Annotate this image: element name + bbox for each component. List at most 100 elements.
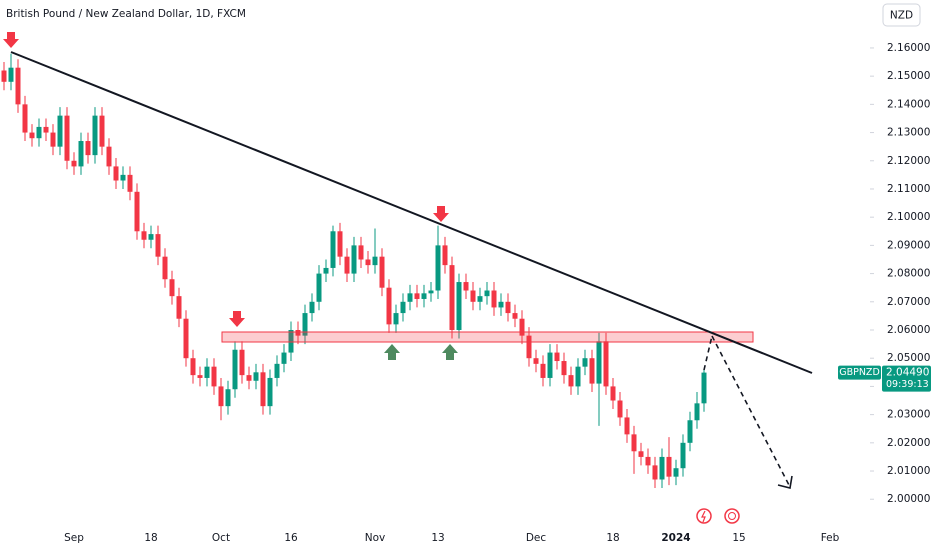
candle-body <box>512 313 518 319</box>
candle-body <box>253 372 259 381</box>
event-icons <box>696 508 740 524</box>
candle-body <box>190 358 196 376</box>
candle-body <box>351 245 357 274</box>
candle-body <box>64 115 70 161</box>
event-icon[interactable] <box>696 508 712 524</box>
candle-body <box>113 166 119 181</box>
currency-label[interactable]: NZD <box>890 10 913 22</box>
candle-body <box>85 141 91 156</box>
candle-body <box>344 256 350 274</box>
candle-body <box>596 341 602 384</box>
down-arrows <box>3 32 449 327</box>
candle-body <box>71 160 77 167</box>
candle-body <box>442 245 448 266</box>
y-tick-label: 2.16000 <box>887 42 930 54</box>
candle-body <box>526 335 532 359</box>
candle-body <box>666 456 672 477</box>
y-tick-label: 2.00000 <box>887 493 930 505</box>
candle-body <box>295 330 301 336</box>
candle-body <box>428 290 434 294</box>
candle-body <box>183 318 189 359</box>
candle-body <box>92 115 98 156</box>
candle-body <box>568 375 574 387</box>
y-tick-label: 2.01000 <box>887 465 930 477</box>
candle-body <box>435 245 441 291</box>
candle-body <box>316 273 322 302</box>
candle-body <box>134 191 140 232</box>
candle-body <box>561 361 567 376</box>
candle-body <box>505 301 511 314</box>
candle-body <box>50 132 56 147</box>
x-tick-label: Feb <box>821 532 840 544</box>
candle-body <box>337 231 343 257</box>
candle-body <box>540 363 546 378</box>
x-tick-label: 18 <box>144 532 157 544</box>
candle-body <box>127 174 133 192</box>
candle-body <box>519 318 525 336</box>
candle-body <box>309 301 315 314</box>
candle-body <box>575 366 581 387</box>
candle-body <box>232 349 238 390</box>
candle-body <box>687 420 693 443</box>
candle-body <box>29 132 35 139</box>
candle-body <box>323 267 329 274</box>
up-arrow <box>442 344 458 360</box>
y-tick-label: 2.14000 <box>887 98 930 110</box>
candles <box>1 53 707 488</box>
candle-body <box>610 386 616 401</box>
candle-body <box>274 363 280 378</box>
candle-body <box>652 465 658 480</box>
candle-body <box>302 313 308 336</box>
candle-body <box>197 375 203 378</box>
candle-body <box>365 259 371 266</box>
y-tick-label: 2.10000 <box>887 211 930 223</box>
candle-body <box>414 293 420 299</box>
candle-body <box>470 290 476 302</box>
candle-body <box>491 290 497 308</box>
x-tick-label: Dec <box>526 532 547 544</box>
event-icon[interactable] <box>724 508 740 524</box>
axes: 2.000002.010002.020002.030002.040002.050… <box>64 42 931 544</box>
candle-body <box>463 282 469 291</box>
candle-body <box>554 352 560 362</box>
candle-body <box>617 400 623 418</box>
candle-body <box>379 256 385 288</box>
currency-button[interactable] <box>882 3 921 27</box>
candle-body <box>498 301 504 308</box>
candle-body <box>533 358 539 364</box>
x-tick-label: 15 <box>732 532 745 544</box>
candle-body <box>659 456 665 480</box>
candle-body <box>225 389 231 407</box>
candle-body <box>239 349 245 376</box>
candle-body <box>407 293 413 302</box>
candle-body <box>484 290 490 297</box>
down-arrow <box>229 311 245 327</box>
y-tick-label: 2.07000 <box>887 296 930 308</box>
y-tick-label: 2.15000 <box>887 70 930 82</box>
y-tick-label: 2.12000 <box>887 155 930 167</box>
candle-body <box>631 434 637 452</box>
candle-body <box>155 234 161 257</box>
candle-body <box>8 67 14 82</box>
candle-body <box>456 282 462 330</box>
candle-body <box>582 358 588 367</box>
symbol-tag <box>838 365 881 380</box>
candle-body <box>148 234 154 240</box>
y-tick-label: 2.09000 <box>887 239 930 251</box>
candle-body <box>204 366 210 378</box>
candle-body <box>449 265 455 330</box>
candle-body <box>43 126 49 133</box>
candle-body <box>701 372 707 404</box>
candle-body <box>288 330 294 353</box>
candle-body <box>169 279 175 297</box>
x-tick-label: 16 <box>284 532 298 544</box>
candle-body <box>120 174 126 181</box>
candle-body <box>260 372 266 407</box>
trend-line <box>10 51 813 374</box>
y-tick-label: 2.08000 <box>887 268 930 280</box>
candle-body <box>22 104 28 133</box>
up-arrows <box>384 344 458 360</box>
event-icon-glyph <box>701 510 706 523</box>
